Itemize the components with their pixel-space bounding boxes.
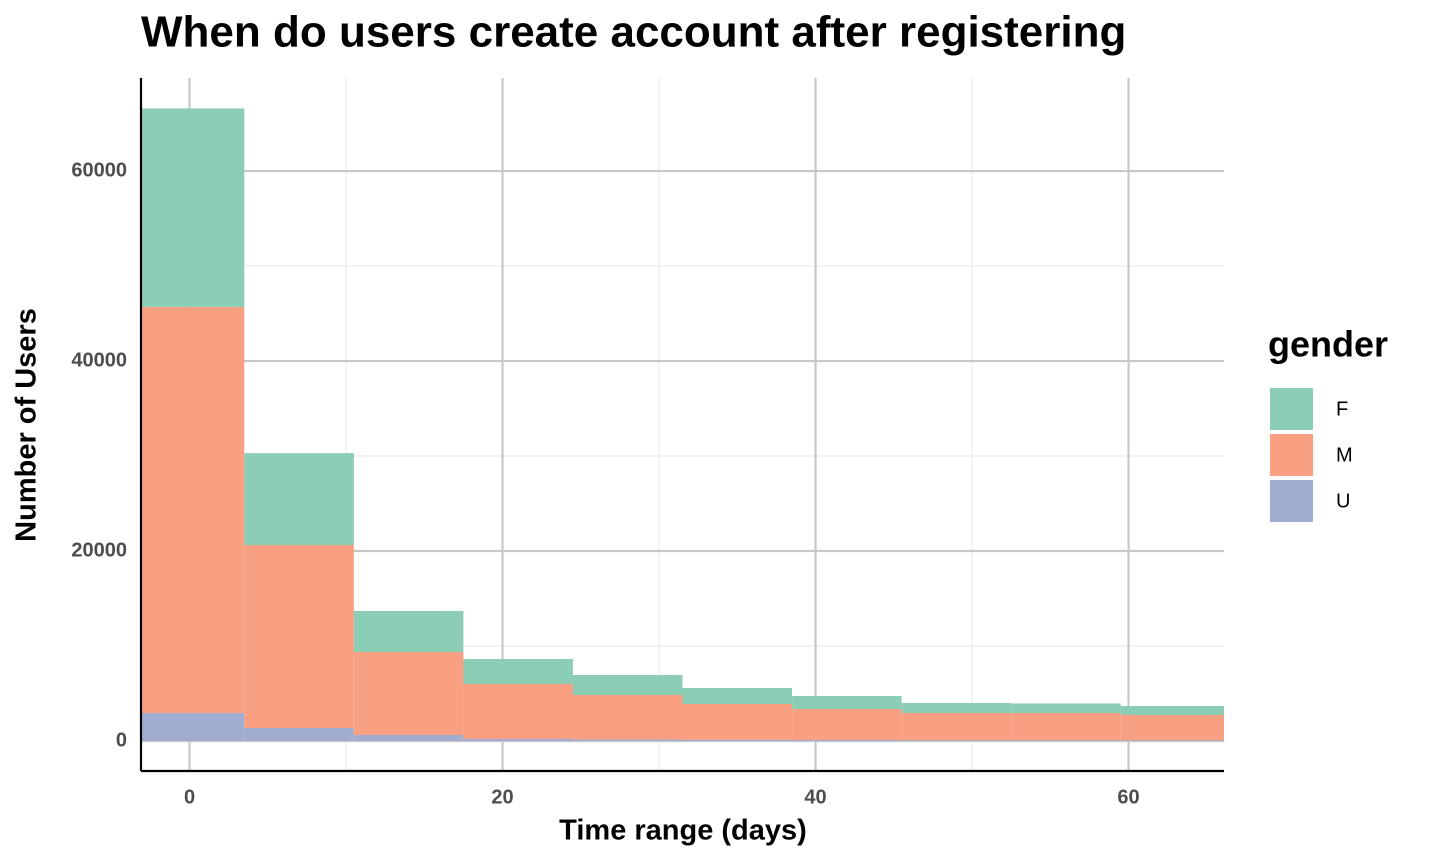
bar: [1011, 712, 1121, 741]
y-tick-label: 40000: [71, 349, 127, 371]
bar: [353, 651, 464, 736]
legend-title: gender: [1268, 324, 1388, 365]
bar: [682, 703, 793, 740]
bar: [244, 453, 354, 546]
bar: [792, 695, 902, 709]
bar: [141, 712, 245, 741]
x-tick-label: 0: [184, 786, 195, 808]
bar: [901, 712, 1012, 741]
bar: [353, 610, 464, 652]
legend-key: [1270, 388, 1313, 430]
bar: [792, 740, 902, 741]
legend-key: [1270, 434, 1313, 476]
bar: [682, 687, 793, 704]
bar: [141, 306, 245, 713]
bar: [901, 740, 1012, 741]
bar: [141, 108, 245, 307]
bar: [1120, 740, 1224, 741]
bar: [244, 545, 354, 728]
x-tick-label: 40: [804, 786, 826, 808]
x-axis-label: Time range (days): [559, 815, 807, 847]
chart-title: When do users create account after regis…: [141, 8, 1126, 57]
bar: [572, 695, 683, 740]
bar: [572, 674, 683, 696]
bar: [463, 683, 573, 739]
bar: [1011, 703, 1121, 713]
legend-label: F: [1336, 398, 1348, 420]
bar: [1120, 706, 1224, 715]
y-axis-label: Number of Users: [11, 308, 43, 542]
bar: [463, 659, 573, 684]
legend-label: M: [1336, 444, 1353, 466]
foreground: 0 20000 40000 60000 0 20 40 60 F M U: [71, 78, 1353, 808]
bar: [1120, 714, 1224, 741]
bar: [1011, 740, 1121, 741]
bar: [463, 738, 573, 741]
bar: [572, 739, 683, 741]
bar: [792, 708, 902, 741]
bar: [353, 735, 464, 741]
x-tick-label: 60: [1117, 786, 1139, 808]
bar: [244, 727, 354, 741]
legend-key: [1270, 480, 1313, 522]
bar: [682, 739, 793, 741]
bar: [901, 702, 1012, 713]
y-tick-label: 20000: [71, 539, 127, 561]
x-tick-label: 20: [491, 786, 513, 808]
bars: [141, 108, 1224, 741]
y-tick-label: 0: [116, 729, 127, 751]
y-tick-label: 60000: [71, 159, 127, 181]
legend-label: U: [1336, 490, 1350, 512]
